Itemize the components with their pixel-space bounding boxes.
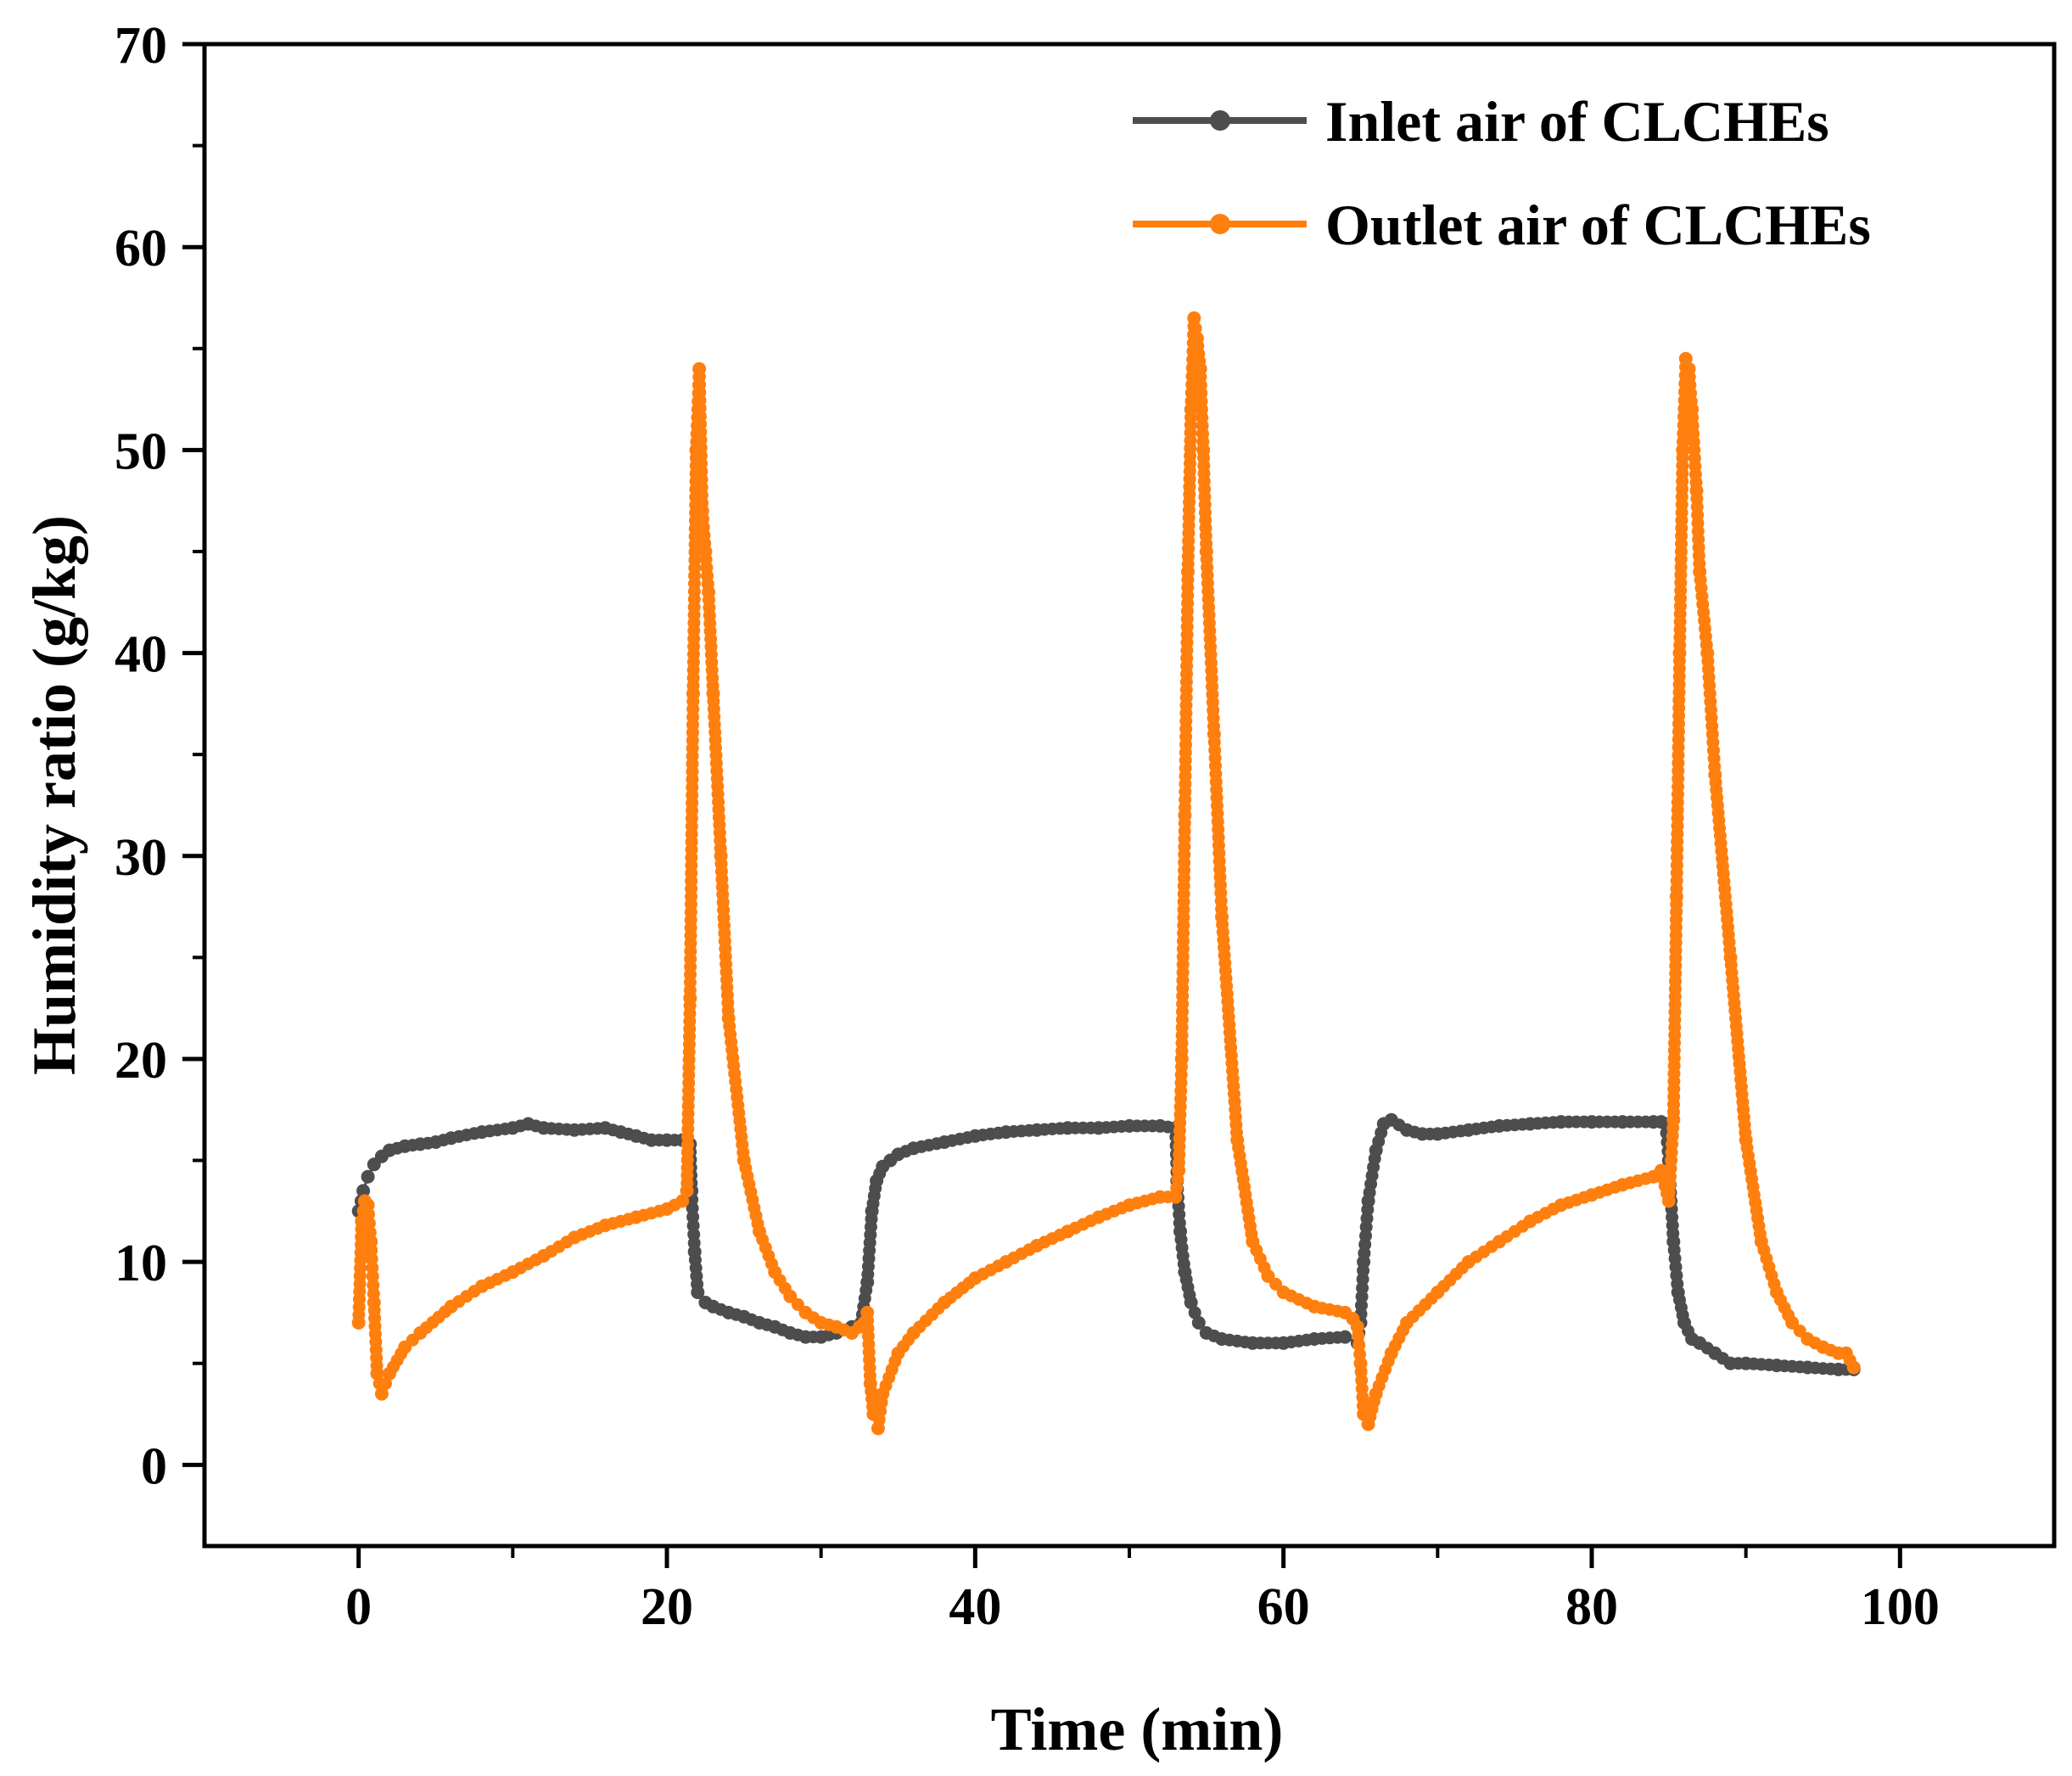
legend-marker-2 <box>1210 214 1230 234</box>
data-marker <box>1188 1306 1201 1319</box>
x-tick-label: 100 <box>1861 1578 1940 1636</box>
data-point <box>675 1194 690 1208</box>
y-tick-label: 60 <box>115 220 167 277</box>
x-tick-label: 40 <box>949 1578 1001 1636</box>
data-marker <box>362 1217 376 1230</box>
x-axis-label: Time (min) <box>991 1695 1284 1763</box>
data-point <box>1261 1269 1275 1283</box>
y-tick-label: 70 <box>115 17 167 75</box>
y-tick-label: 0 <box>141 1437 167 1495</box>
series-layer <box>351 311 1861 1436</box>
data-point <box>1846 1360 1861 1375</box>
data-point <box>691 1286 705 1299</box>
series-markers-2 <box>351 311 1861 1436</box>
data-point <box>1187 311 1201 325</box>
x-tick-label: 20 <box>641 1578 693 1636</box>
y-axis: 0 10 20 30 40 50 60 70 <box>115 17 204 1495</box>
legend-label-2: Outlet air of CLCHEs <box>1325 193 1871 257</box>
data-marker <box>1352 1338 1366 1352</box>
data-point <box>1338 1330 1352 1344</box>
data-point <box>1184 1296 1198 1309</box>
data-point <box>374 1387 389 1401</box>
legend-marker-1 <box>1210 110 1230 131</box>
y-axis-label: Humidity ratio (g/kg) <box>20 515 88 1075</box>
data-marker <box>1352 1329 1365 1342</box>
data-point <box>1678 351 1693 366</box>
data-marker <box>379 1377 392 1391</box>
data-marker <box>362 1207 375 1221</box>
y-tick-label: 30 <box>115 829 167 887</box>
data-point <box>370 1366 384 1381</box>
x-tick-label: 60 <box>1257 1578 1310 1636</box>
data-point <box>1191 1315 1206 1330</box>
y-tick-label: 20 <box>115 1032 167 1090</box>
data-point <box>356 1184 371 1198</box>
x-tick-label: 80 <box>1565 1578 1618 1636</box>
y-tick-label: 10 <box>115 1235 167 1292</box>
y-tick-label: 50 <box>115 423 167 480</box>
data-point <box>361 1169 375 1184</box>
y-tick-label: 40 <box>115 626 167 684</box>
data-point <box>783 1289 798 1303</box>
data-point <box>1785 1315 1800 1330</box>
legend-label-1: Inlet air of CLCHEs <box>1325 89 1829 154</box>
x-tick-label: 0 <box>345 1578 372 1636</box>
legend: Inlet air of CLCHEs Outlet air of CLCHEs <box>1133 89 1871 257</box>
data-marker <box>1189 322 1202 335</box>
x-axis: 0 20 40 60 80 100 <box>345 1546 1940 1636</box>
